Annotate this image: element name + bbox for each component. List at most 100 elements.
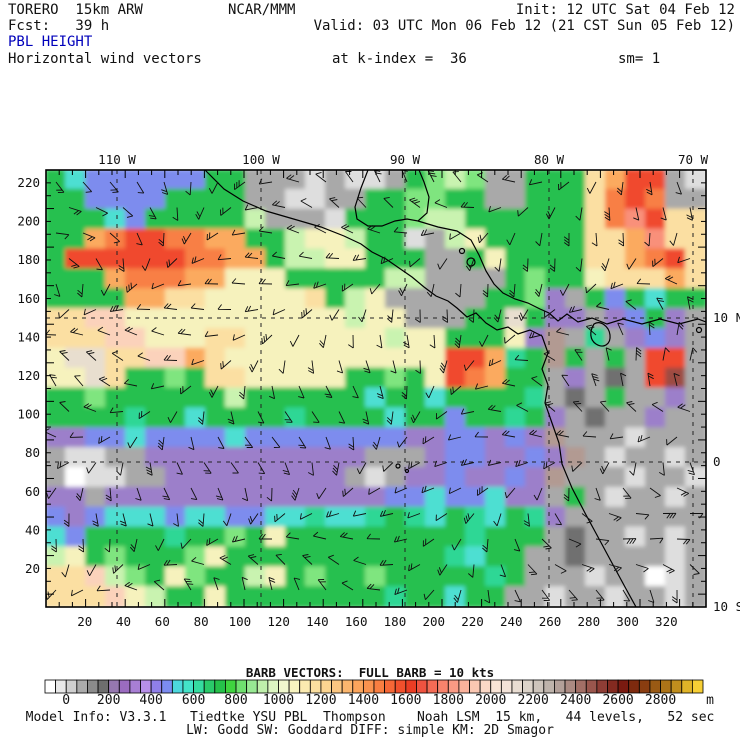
colorbar-tick-label: 1200	[305, 693, 336, 708]
colorbar-tick-label: 800	[224, 693, 247, 708]
colorbar-cell	[628, 679, 640, 694]
latitude-label: 10 S	[713, 599, 740, 614]
colorbar-cell	[426, 679, 439, 694]
y-axis-label: 220	[17, 175, 40, 190]
colorbar-cell	[522, 679, 534, 694]
colorbar-cell	[384, 679, 396, 694]
colorbar-cell	[214, 679, 226, 694]
colorbar-cell	[55, 679, 67, 694]
y-axis-label: 200	[17, 214, 40, 229]
colorbar	[44, 679, 704, 694]
colorbar-cell	[320, 679, 332, 694]
colorbar-tick-label: 400	[139, 693, 162, 708]
colorbar-tick-label: 2400	[560, 693, 591, 708]
y-axis-label: 40	[25, 522, 40, 537]
x-axis-label: 180	[384, 614, 407, 629]
colorbar-cell	[362, 679, 375, 694]
x-axis-label: 120	[267, 614, 290, 629]
colorbar-cell	[479, 679, 492, 694]
y-axis-label: 80	[25, 445, 40, 460]
colorbar-cell	[490, 679, 502, 694]
x-axis-label: 160	[345, 614, 368, 629]
x-axis-label: 20	[77, 614, 92, 629]
colorbar-cell	[564, 679, 577, 694]
x-axis-label: 60	[155, 614, 170, 629]
y-axis-label: 160	[17, 291, 40, 306]
y-axis-label: 180	[17, 252, 40, 267]
wind-barbs	[46, 170, 704, 604]
colorbar-cell	[554, 679, 566, 694]
colorbar-cell	[235, 679, 248, 694]
colorbar-cell	[203, 679, 216, 694]
colorbar-cell	[394, 679, 407, 694]
colorbar-cell	[447, 679, 460, 694]
coastlines	[204, 170, 706, 607]
colorbar-cell	[225, 679, 237, 694]
colorbar-cell	[596, 679, 608, 694]
colorbar-cell	[607, 679, 619, 694]
colorbar-cell	[416, 679, 428, 694]
barb-legend: BARB VECTORS: FULL BARB = 10 kts	[245, 665, 495, 680]
field-subtitle: Horizontal wind vectors	[8, 51, 202, 67]
colorbar-tick-label: 200	[97, 693, 120, 708]
colorbar-cell	[691, 679, 704, 694]
init-time: Init: 12 UTC Sat 04 Feb 12	[515, 2, 735, 18]
colorbar-cell	[660, 679, 672, 694]
x-axis-label: 260	[539, 614, 562, 629]
colorbar-tick-label: 2000	[475, 693, 506, 708]
colorbar-cell	[299, 679, 311, 694]
colorbar-tick-label: 1800	[433, 693, 464, 708]
colorbar-cell	[97, 679, 110, 694]
colorbar-cell	[129, 679, 141, 694]
colorbar-cell	[76, 679, 88, 694]
colorbar-cell	[458, 679, 470, 694]
colorbar-cell	[617, 679, 630, 694]
longitude-label: 80 W	[534, 152, 565, 167]
x-axis-label: 280	[578, 614, 601, 629]
colorbar-cell	[500, 679, 513, 694]
x-axis-label: 100	[229, 614, 252, 629]
colorbar-cell	[161, 679, 173, 694]
field-layer	[46, 170, 706, 607]
center-name: NCAR/MMM	[228, 2, 296, 18]
colorbar-cell	[638, 679, 651, 694]
colorbar-tick-label: 2200	[518, 693, 549, 708]
colorbar-cell	[256, 679, 269, 694]
level-info: at k-index = 36	[332, 51, 467, 67]
colorbar-cell	[649, 679, 661, 694]
colorbar-cell	[670, 679, 683, 694]
colorbar-cell	[341, 679, 354, 694]
x-axis-label: 200	[422, 614, 445, 629]
colorbar-cell	[373, 679, 386, 694]
model-info-line1: Model Info: V3.3.1 Tiedtke YSU PBL Thomp…	[25, 710, 715, 725]
colorbar-cell	[532, 679, 545, 694]
field-title: PBL HEIGHT	[8, 34, 93, 50]
colorbar-cell	[278, 679, 290, 694]
longitude-label: 100 W	[242, 152, 280, 167]
latlon-grid	[46, 170, 706, 607]
y-axis-label: 140	[17, 329, 40, 344]
colorbar-cell	[44, 679, 57, 694]
x-axis-label: 140	[306, 614, 329, 629]
colorbar-cell	[267, 679, 279, 694]
longitude-label: 90 W	[390, 152, 421, 167]
valid-time: Valid: 03 UTC Mon 06 Feb 12 (21 CST Sun …	[313, 18, 735, 34]
model-title: TORERO 15km ARW	[8, 2, 143, 18]
y-axis-label: 20	[25, 561, 40, 576]
smoothing-info: sm= 1	[618, 51, 661, 67]
colorbar-cell	[87, 679, 99, 694]
colorbar-cell	[193, 679, 205, 694]
x-axis-label: 40	[116, 614, 131, 629]
colorbar-cell	[182, 679, 194, 694]
colorbar-cell	[511, 679, 523, 694]
colorbar-tick-label: 2600	[602, 693, 633, 708]
colorbar-cell	[681, 679, 693, 694]
colorbar-cell	[288, 679, 301, 694]
colorbar-cell	[171, 679, 184, 694]
x-axis-label: 240	[500, 614, 523, 629]
colorbar-cell	[543, 679, 555, 694]
x-axis-label: 300	[616, 614, 639, 629]
forecast-hour: Fcst: 39 h	[8, 18, 110, 34]
